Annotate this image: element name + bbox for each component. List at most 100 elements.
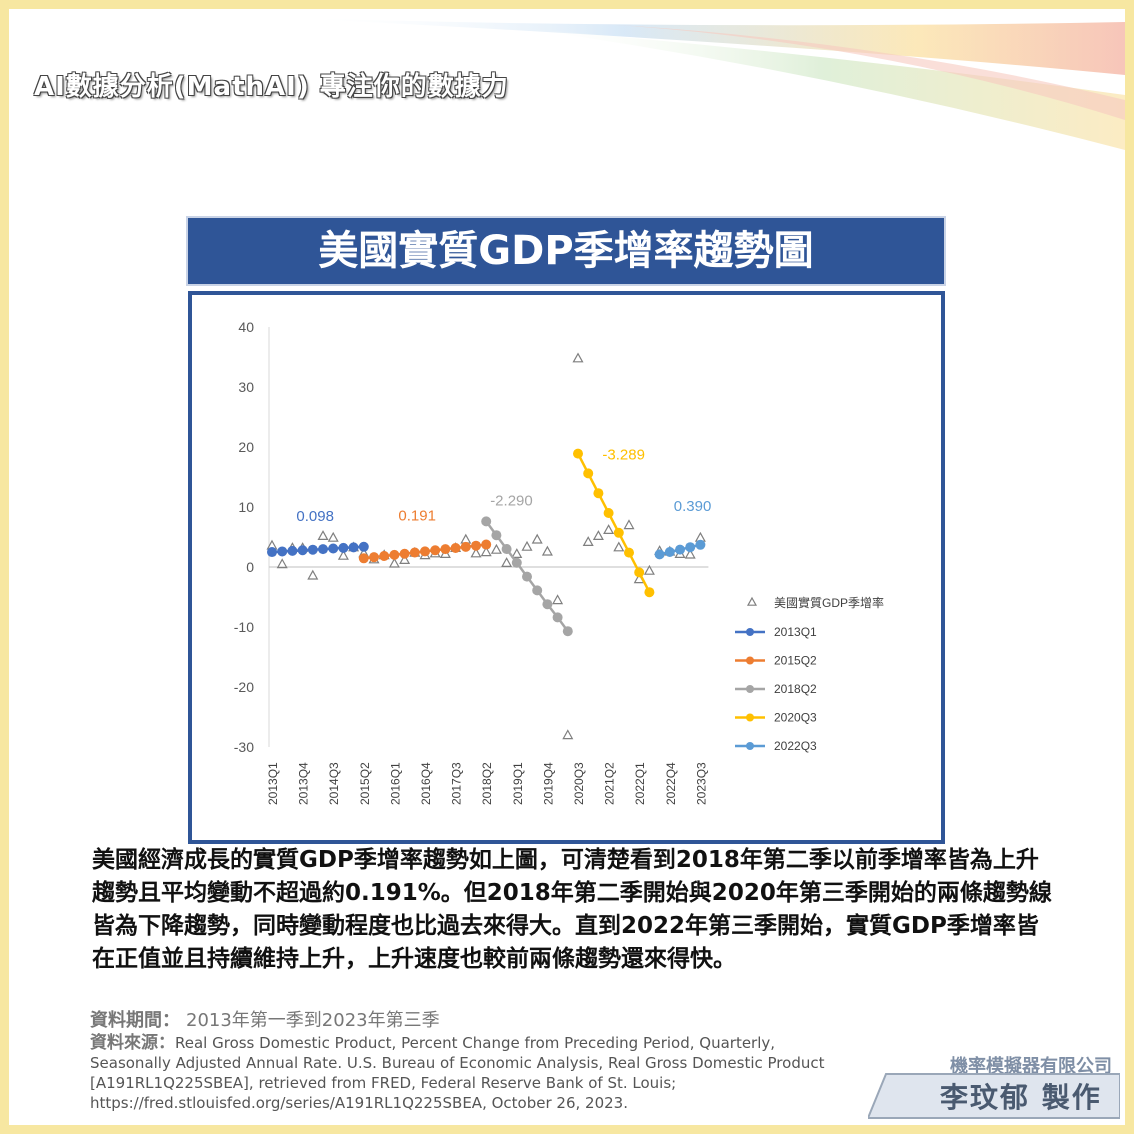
scatter-point [552, 594, 564, 605]
scatter-point [603, 524, 615, 534]
x-tick-label: 2015Q2 [358, 762, 372, 805]
scatter-point [480, 546, 492, 557]
trend-point [287, 545, 298, 556]
x-tick-label: 2014Q3 [327, 762, 341, 805]
scatter-point [388, 557, 400, 568]
trend-point [542, 599, 553, 610]
legend-label: 美國實質GDP季增率 [774, 595, 884, 610]
legend-marker [746, 628, 754, 636]
scatter-point [582, 536, 594, 546]
x-tick-label: 2013Q4 [297, 762, 311, 805]
trend-point [481, 539, 492, 550]
x-tick-label: 2018Q2 [480, 762, 494, 805]
decorative-swoosh [290, 18, 1125, 150]
trend-point [471, 540, 481, 551]
scatter-point [276, 558, 288, 569]
brand-banner: AI數據分析(MathAI) 專注你的數據力 [34, 72, 509, 102]
x-tick-label: 2017Q3 [450, 762, 464, 805]
x-tick-label: 2013Q1 [266, 762, 280, 805]
maker-badge [868, 1073, 1120, 1119]
company-name: 機率模擬器有限公司 [950, 1056, 1112, 1077]
maker-credit: 李玟郁 製作 [940, 1081, 1102, 1114]
trend-point [358, 553, 369, 564]
legend-label: 2015Q2 [774, 654, 817, 668]
scatter-point [511, 548, 523, 558]
scatter-point [337, 549, 349, 560]
scatter-point [592, 530, 604, 540]
trend-point [460, 541, 471, 552]
trend-point [297, 545, 308, 556]
trend-point [603, 508, 614, 518]
x-tick-label: 2016Q1 [388, 762, 402, 805]
scatter-point [521, 540, 533, 551]
scatter-point [572, 352, 584, 363]
trend-point [613, 527, 624, 538]
trend-point [593, 488, 604, 499]
legend-marker-scatter [746, 596, 758, 606]
trend-point [389, 549, 400, 560]
trend-point [369, 552, 379, 563]
gdp-chart: 40 30 20 10 0 -10 -20 -30 2013Q1 2013Q4 2014Q3 2015… [234, 319, 884, 805]
trend-point [695, 539, 706, 550]
scatter-point [460, 533, 472, 544]
trend-point [440, 544, 451, 555]
trend-point [624, 547, 634, 558]
trend-point [664, 547, 675, 557]
scatter-point [684, 548, 696, 559]
trend-point [552, 612, 563, 623]
data-period: 資料期間： 2013年第一季到2023年第三季 [90, 1006, 440, 1032]
trend-point [634, 567, 645, 578]
trend-line-2013Q1 [271, 545, 364, 554]
trend-point [532, 585, 543, 596]
trend-point [675, 544, 685, 555]
period-value: 2013年第一季到2023年第三季 [186, 1010, 440, 1031]
trend-label: 0.098 [296, 508, 334, 525]
trend-label: -3.289 [602, 447, 645, 464]
scatter-point [307, 569, 319, 580]
trend-point [358, 541, 369, 552]
y-tick-label: -30 [234, 739, 254, 755]
trend-point [450, 542, 461, 553]
scatter-point [623, 519, 635, 530]
trend-point [685, 542, 696, 553]
legend-marker [746, 713, 754, 722]
x-tick-label: 2021Q2 [603, 762, 617, 805]
trend-point [573, 448, 583, 459]
y-tick-label: 10 [238, 499, 254, 515]
legend-label: 2022Q3 [774, 739, 817, 753]
trend-point [491, 530, 502, 541]
trend-point [348, 542, 359, 553]
scatter-point [327, 531, 339, 542]
trend-point [654, 549, 665, 560]
legend-marker [746, 685, 754, 693]
legend-label: 2020Q3 [774, 711, 817, 725]
scatter-point [531, 533, 543, 544]
trend-point [511, 557, 522, 568]
legend-label: 2018Q2 [774, 682, 817, 696]
trend-point [562, 626, 573, 637]
scatter-point [490, 543, 502, 554]
trend-point [338, 542, 349, 553]
x-tick-label: 2022Q4 [664, 762, 678, 805]
trend-point [583, 468, 594, 479]
scatter-point [470, 547, 482, 558]
y-tick-label: 20 [238, 439, 254, 455]
y-tick-label: 40 [238, 319, 254, 335]
x-tick-label: 2019Q4 [541, 762, 555, 805]
scatter-point [562, 729, 574, 740]
x-tick-label: 2020Q3 [572, 762, 586, 805]
x-tick-label: 2023Q3 [694, 762, 708, 805]
description-text: 美國經濟成長的實質GDP季增率趨勢如上圖，可清楚看到2018年第二季以前季增率皆… [92, 847, 1052, 972]
legend-marker [746, 742, 754, 750]
trend-point [267, 547, 277, 558]
scatter-point [501, 557, 513, 567]
trend-point [318, 544, 328, 555]
source-label: 資料來源： [90, 1033, 175, 1053]
trend-point [409, 547, 420, 558]
scatter-point [317, 530, 329, 540]
trend-point [481, 516, 492, 527]
source-text: Real Gross Domestic Product, Percent Cha… [90, 1034, 825, 1112]
trend-point [644, 587, 655, 598]
trend-label: -2.290 [490, 492, 533, 509]
